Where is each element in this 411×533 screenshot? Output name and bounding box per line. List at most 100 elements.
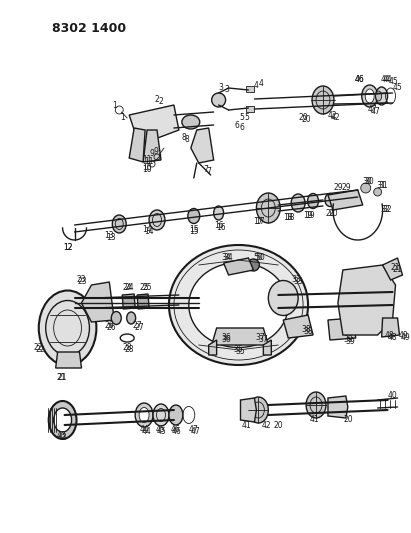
Ellipse shape xyxy=(325,193,335,206)
Text: 16: 16 xyxy=(214,221,224,230)
Text: 15: 15 xyxy=(189,228,199,237)
Text: 18: 18 xyxy=(284,213,293,222)
Polygon shape xyxy=(191,128,214,163)
Text: 28: 28 xyxy=(125,345,134,354)
Text: 39: 39 xyxy=(345,337,355,346)
Text: 46: 46 xyxy=(355,76,365,85)
Text: 46: 46 xyxy=(172,427,182,437)
Text: 30: 30 xyxy=(363,177,373,187)
Ellipse shape xyxy=(214,206,224,220)
Ellipse shape xyxy=(54,408,72,432)
Text: 28: 28 xyxy=(122,343,132,352)
Text: 22: 22 xyxy=(35,345,44,354)
Text: 45: 45 xyxy=(393,84,402,93)
Text: 29: 29 xyxy=(333,183,343,192)
Ellipse shape xyxy=(365,89,374,103)
Text: 45: 45 xyxy=(389,77,398,86)
Text: 22: 22 xyxy=(33,343,42,352)
Polygon shape xyxy=(240,398,256,422)
Ellipse shape xyxy=(256,193,280,223)
Text: 20: 20 xyxy=(325,209,335,219)
Text: 45: 45 xyxy=(157,427,167,437)
Polygon shape xyxy=(328,190,363,210)
Text: 13: 13 xyxy=(104,230,114,239)
Text: 17: 17 xyxy=(254,217,263,227)
Text: 44: 44 xyxy=(381,76,390,85)
Text: 30: 30 xyxy=(365,177,374,187)
Text: 50: 50 xyxy=(254,254,263,262)
Text: 34: 34 xyxy=(222,254,231,262)
Text: 19: 19 xyxy=(305,211,315,220)
Text: 14: 14 xyxy=(144,228,154,237)
Ellipse shape xyxy=(268,280,298,316)
Polygon shape xyxy=(328,396,348,418)
Text: 31: 31 xyxy=(379,182,388,190)
Text: 41: 41 xyxy=(309,416,319,424)
Ellipse shape xyxy=(188,208,200,223)
Polygon shape xyxy=(55,352,81,368)
Text: 7: 7 xyxy=(206,167,211,176)
Text: 19: 19 xyxy=(303,211,313,220)
Text: 40: 40 xyxy=(388,391,397,400)
Text: 21: 21 xyxy=(391,263,400,272)
Text: 12: 12 xyxy=(63,244,72,253)
Text: 33: 33 xyxy=(293,278,303,287)
Polygon shape xyxy=(247,106,254,112)
Text: 46: 46 xyxy=(171,425,181,434)
Text: 33: 33 xyxy=(291,276,301,285)
Polygon shape xyxy=(382,318,399,337)
Text: 24: 24 xyxy=(122,282,132,292)
Polygon shape xyxy=(209,340,217,355)
Ellipse shape xyxy=(169,245,308,365)
Text: 17: 17 xyxy=(256,217,265,227)
Text: 47: 47 xyxy=(368,106,378,115)
Text: 21: 21 xyxy=(57,374,66,383)
Text: 35: 35 xyxy=(236,348,245,357)
Text: 12: 12 xyxy=(63,244,72,253)
Ellipse shape xyxy=(291,194,305,212)
Text: 21: 21 xyxy=(58,374,67,383)
Text: 25: 25 xyxy=(142,284,152,293)
Polygon shape xyxy=(81,282,114,322)
Polygon shape xyxy=(283,315,313,338)
Text: 49: 49 xyxy=(399,330,409,340)
Ellipse shape xyxy=(182,115,200,129)
Text: 43: 43 xyxy=(57,431,67,440)
Polygon shape xyxy=(224,258,254,275)
Text: 18: 18 xyxy=(285,213,295,222)
Ellipse shape xyxy=(139,408,149,423)
Text: 26: 26 xyxy=(104,321,114,330)
Text: 2: 2 xyxy=(159,98,163,107)
Text: 45: 45 xyxy=(156,425,166,434)
Text: 6: 6 xyxy=(239,124,244,133)
Polygon shape xyxy=(143,130,161,162)
Text: 41: 41 xyxy=(242,421,251,430)
Text: 27: 27 xyxy=(134,324,144,333)
Text: 47: 47 xyxy=(371,108,381,117)
Text: 20: 20 xyxy=(343,416,353,424)
Text: 26: 26 xyxy=(106,322,116,332)
Text: 1: 1 xyxy=(112,101,117,110)
Text: 20: 20 xyxy=(301,116,311,125)
Text: 36: 36 xyxy=(222,334,231,343)
Text: 4: 4 xyxy=(254,80,259,90)
Text: 1: 1 xyxy=(120,112,125,122)
Text: 10: 10 xyxy=(142,166,152,174)
Ellipse shape xyxy=(112,215,126,233)
Text: 25: 25 xyxy=(139,284,149,293)
Ellipse shape xyxy=(376,91,382,101)
Text: 13: 13 xyxy=(106,232,116,241)
Text: 38: 38 xyxy=(303,327,313,336)
Text: 42: 42 xyxy=(331,114,341,123)
Text: 46: 46 xyxy=(355,76,365,85)
Text: 38: 38 xyxy=(301,326,311,335)
Circle shape xyxy=(361,183,371,193)
Text: 9: 9 xyxy=(154,148,159,157)
Text: 47: 47 xyxy=(191,427,201,437)
Text: 29: 29 xyxy=(341,183,351,192)
Polygon shape xyxy=(129,128,145,162)
Ellipse shape xyxy=(306,392,326,418)
Text: 6: 6 xyxy=(234,122,239,131)
Text: 3: 3 xyxy=(224,85,229,94)
Text: 8: 8 xyxy=(182,133,186,142)
